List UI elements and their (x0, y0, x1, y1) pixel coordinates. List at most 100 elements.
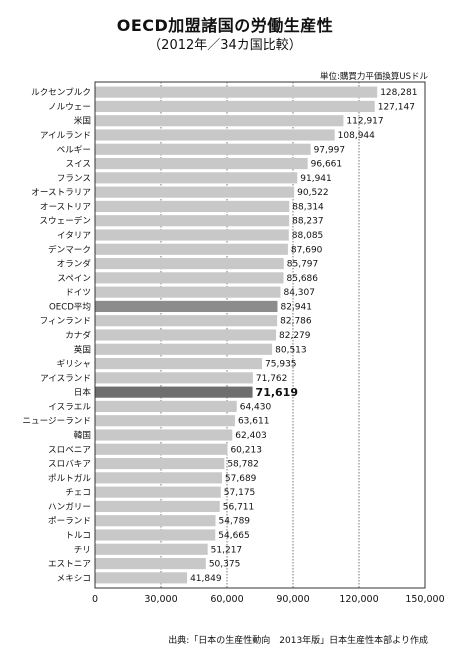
value-label: 85,686 (287, 274, 319, 284)
category-label: ノルウェー (48, 101, 91, 112)
category-label: ポルトガル (48, 473, 91, 484)
value-label: 80,513 (275, 345, 307, 355)
category-label: スイス (65, 160, 91, 170)
category-label: 米国 (74, 115, 91, 127)
category-label: オーストリア (40, 201, 91, 212)
bar (95, 486, 221, 498)
bar (95, 529, 216, 541)
category-label: チェコ (65, 487, 91, 498)
bar (95, 243, 288, 255)
value-label: 85,797 (287, 260, 319, 270)
plot-frame (94, 81, 426, 589)
category-label: スロバキア (48, 459, 91, 470)
bar (95, 300, 278, 312)
value-label: 51,217 (211, 545, 243, 555)
category-label: エストニア (48, 560, 91, 570)
bar (95, 129, 335, 141)
category-label: フィンランド (40, 316, 91, 327)
bar (95, 315, 278, 327)
category-label: ギリシャ (57, 359, 91, 370)
bar (95, 272, 284, 284)
bar (95, 415, 235, 427)
category-label: ルクセンブルク (31, 86, 91, 98)
category-label: ポーランド (48, 516, 91, 527)
category-label: オランダ (57, 258, 92, 270)
bar (95, 200, 290, 212)
category-label: アイルランド (40, 130, 91, 141)
bar (95, 143, 311, 155)
value-label: 50,375 (209, 560, 241, 570)
bar (95, 429, 233, 441)
bar (95, 329, 277, 341)
x-tick-label: 150,000 (405, 594, 444, 605)
bar (95, 215, 290, 227)
unit-note: 単位:購買力平価換算USドル (320, 72, 428, 82)
value-label: 87,690 (291, 245, 323, 255)
value-label: 54,789 (219, 517, 251, 527)
category-label: デンマーク (48, 243, 91, 255)
category-label: ドイツ (65, 288, 91, 298)
source-note: 出典:「日本の生産性動向 2013年版」日本生産性本部より作成 (168, 636, 428, 646)
value-label: 71,619 (256, 386, 298, 399)
value-label: 88,085 (292, 231, 324, 241)
category-label: フランス (57, 173, 91, 184)
category-label: 英国 (74, 343, 91, 355)
value-label: 62,403 (235, 431, 267, 441)
category-label: アイスランド (40, 373, 91, 384)
x-tick-label: 60,000 (210, 594, 243, 605)
value-label: 63,611 (238, 417, 270, 427)
value-label: 127,147 (378, 102, 415, 112)
category-label: OECD平均 (49, 300, 91, 312)
category-label: トルコ (65, 531, 91, 541)
category-label: スペイン (57, 274, 91, 284)
category-label: オーストラリア (31, 187, 91, 198)
x-tick-label: 120,000 (339, 594, 378, 605)
bar (95, 258, 284, 270)
x-tick-label: 30,000 (144, 594, 177, 605)
value-label: 75,935 (265, 360, 297, 370)
bar (95, 115, 344, 127)
value-label: 71,762 (256, 374, 288, 384)
bar (95, 172, 298, 184)
value-label: 82,941 (280, 302, 312, 312)
category-label: イタリア (57, 230, 91, 241)
category-label: メキシコ (57, 574, 91, 584)
value-label: 84,307 (283, 288, 315, 298)
value-label: 108,944 (338, 131, 375, 141)
category-label: イスラエル (48, 401, 91, 412)
bar (95, 186, 295, 198)
value-label: 82,786 (280, 317, 312, 327)
bar (95, 358, 263, 370)
chart-subtitle: （2012年／34カ国比較） (148, 38, 302, 53)
bar (95, 443, 228, 455)
bar (95, 386, 253, 398)
value-label: 57,175 (224, 488, 256, 498)
bar (95, 286, 281, 298)
value-label: 58,782 (227, 460, 259, 470)
value-label: 96,661 (311, 160, 343, 170)
value-label: 54,665 (218, 531, 250, 541)
value-label: 90,522 (297, 188, 329, 198)
bar (95, 372, 253, 384)
chart-title: OECD加盟諸国の労働生産性 (116, 16, 334, 35)
bar (95, 572, 188, 584)
x-tick-label: 0 (92, 594, 98, 605)
value-label: 128,281 (380, 88, 417, 98)
bar (95, 500, 220, 512)
value-label: 64,430 (240, 402, 272, 412)
category-label: スウェーデン (39, 215, 91, 227)
x-tick-label: 90,000 (276, 594, 309, 605)
bar (95, 558, 206, 570)
bar (95, 158, 308, 170)
value-label: 57,689 (225, 474, 257, 484)
category-label: 日本 (74, 386, 92, 398)
value-label: 82,279 (279, 331, 311, 341)
bar (95, 100, 375, 112)
value-label: 88,314 (292, 202, 324, 212)
category-label: チリ (74, 544, 91, 555)
value-label: 41,849 (190, 574, 222, 584)
value-label: 112,917 (346, 117, 383, 127)
category-label: ベルギー (57, 144, 91, 155)
value-label: 97,997 (314, 145, 346, 155)
